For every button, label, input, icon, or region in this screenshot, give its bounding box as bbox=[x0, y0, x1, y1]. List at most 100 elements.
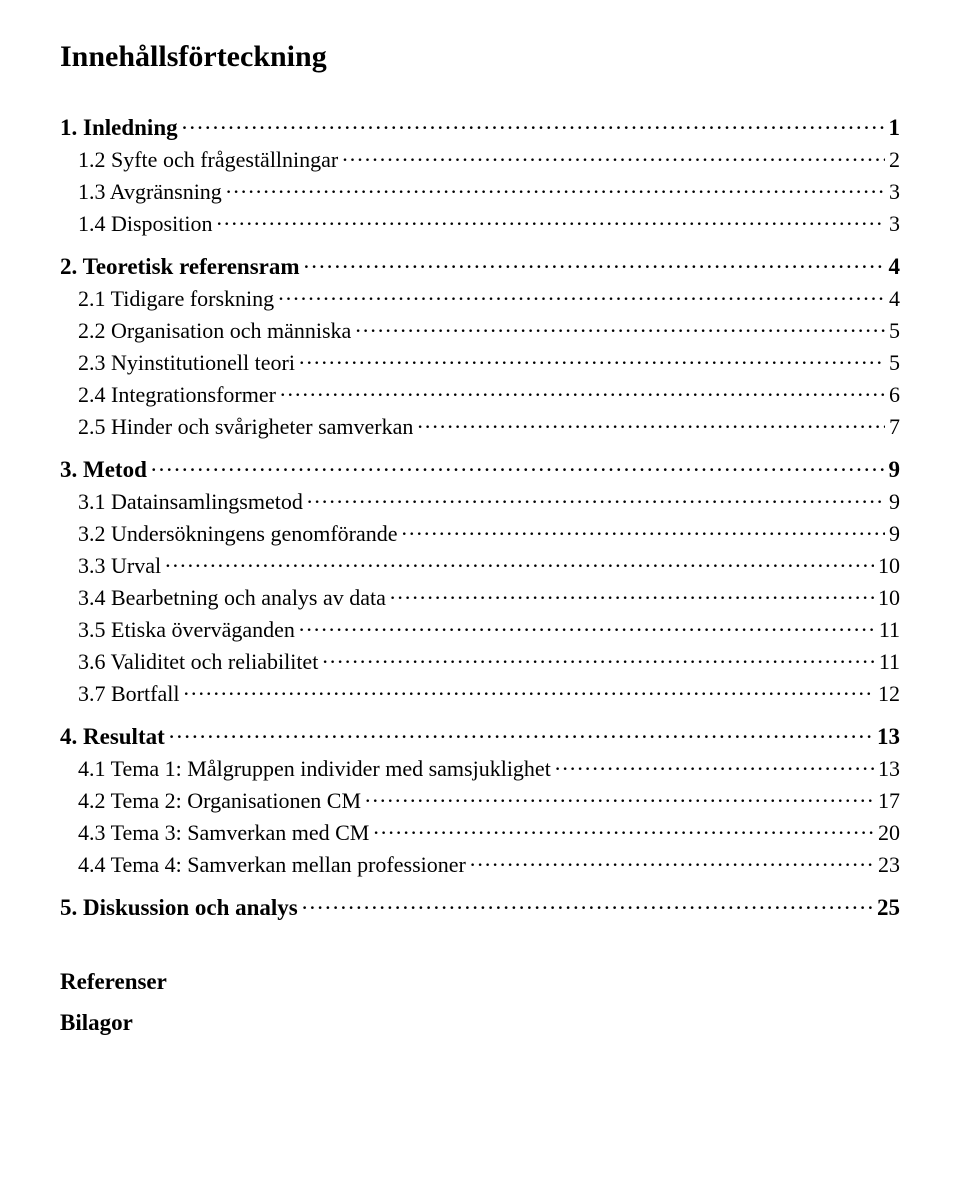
toc-page: 3 bbox=[889, 211, 900, 237]
toc-page: 5 bbox=[889, 318, 900, 344]
toc-entry: 1.4 Disposition 3 bbox=[60, 209, 900, 237]
toc-page: 10 bbox=[878, 553, 900, 579]
toc-page: 23 bbox=[878, 852, 900, 878]
toc-entry: 3.7 Bortfall 12 bbox=[60, 679, 900, 707]
toc-leader bbox=[365, 786, 874, 808]
toc-page: 6 bbox=[889, 382, 900, 408]
toc-label: 3.4 Bearbetning och analys av data bbox=[78, 585, 386, 611]
end-sections: Referenser Bilagor bbox=[60, 961, 900, 1044]
references-heading: Referenser bbox=[60, 961, 900, 1002]
toc-leader bbox=[169, 721, 873, 744]
toc-page: 9 bbox=[889, 489, 900, 515]
toc-label: 3.5 Etiska överväganden bbox=[78, 617, 295, 643]
page-title: Innehållsförteckning bbox=[60, 40, 900, 74]
toc-leader bbox=[299, 615, 875, 637]
toc-page: 4 bbox=[889, 254, 901, 280]
toc-label: 2.4 Integrationsformer bbox=[78, 382, 276, 408]
toc-page: 13 bbox=[878, 756, 900, 782]
toc-entry: 2.2 Organisation och människa 5 bbox=[60, 316, 900, 344]
toc-entry: 4.4 Tema 4: Samverkan mellan professione… bbox=[60, 850, 900, 878]
toc-page: 2 bbox=[889, 147, 900, 173]
toc-entry: 2.5 Hinder och svårigheter samverkan 7 bbox=[60, 412, 900, 440]
toc-leader bbox=[280, 380, 885, 402]
toc-section-3: 3. Metod 9 bbox=[60, 454, 900, 483]
toc-label: 1. Inledning bbox=[60, 115, 178, 141]
toc-page: 1 bbox=[889, 115, 901, 141]
toc-label: 1.3 Avgränsning bbox=[78, 179, 222, 205]
toc-leader bbox=[402, 519, 885, 541]
appendices-heading: Bilagor bbox=[60, 1002, 900, 1043]
toc-section-1: 1. Inledning 1 bbox=[60, 112, 900, 141]
table-of-contents: 1. Inledning 1 1.2 Syfte och frågeställn… bbox=[60, 112, 900, 921]
toc-entry: 3.6 Validitet och reliabilitet 11 bbox=[60, 647, 900, 675]
toc-entry: 3.4 Bearbetning och analys av data 10 bbox=[60, 583, 900, 611]
toc-label: 3.1 Datainsamlingsmetod bbox=[78, 489, 303, 515]
toc-leader bbox=[390, 583, 874, 605]
toc-leader bbox=[226, 177, 885, 199]
toc-page: 17 bbox=[878, 788, 900, 814]
toc-label: 2. Teoretisk referensram bbox=[60, 254, 300, 280]
toc-leader bbox=[183, 679, 874, 701]
toc-entry: 4.1 Tema 1: Målgruppen individer med sam… bbox=[60, 754, 900, 782]
toc-leader bbox=[302, 892, 873, 915]
toc-leader bbox=[165, 551, 874, 573]
toc-label: 2.3 Nyinstitutionell teori bbox=[78, 350, 295, 376]
toc-label: 3.6 Validitet och reliabilitet bbox=[78, 649, 318, 675]
toc-page: 13 bbox=[877, 724, 900, 750]
toc-leader bbox=[216, 209, 885, 231]
toc-label: 4. Resultat bbox=[60, 724, 165, 750]
toc-leader bbox=[417, 412, 885, 434]
toc-section-2: 2. Teoretisk referensram 4 bbox=[60, 251, 900, 280]
toc-section-4: 4. Resultat 13 bbox=[60, 721, 900, 750]
toc-label: 3.2 Undersökningens genomförande bbox=[78, 521, 398, 547]
toc-leader bbox=[182, 112, 885, 135]
toc-entry: 4.3 Tema 3: Samverkan med CM 20 bbox=[60, 818, 900, 846]
toc-label: 1.2 Syfte och frågeställningar bbox=[78, 147, 338, 173]
toc-label: 2.1 Tidigare forskning bbox=[78, 286, 274, 312]
toc-page: 4 bbox=[889, 286, 900, 312]
toc-label: 4.1 Tema 1: Målgruppen individer med sam… bbox=[78, 756, 551, 782]
toc-label: 3. Metod bbox=[60, 457, 147, 483]
toc-page: 11 bbox=[879, 617, 900, 643]
toc-label: 4.2 Tema 2: Organisationen CM bbox=[78, 788, 361, 814]
toc-page: 5 bbox=[889, 350, 900, 376]
toc-page: 25 bbox=[877, 895, 900, 921]
toc-entry: 2.1 Tidigare forskning 4 bbox=[60, 284, 900, 312]
toc-page: 10 bbox=[878, 585, 900, 611]
toc-leader bbox=[322, 647, 874, 669]
toc-leader bbox=[555, 754, 874, 776]
toc-page: 11 bbox=[879, 649, 900, 675]
toc-page: 9 bbox=[889, 521, 900, 547]
toc-page: 7 bbox=[889, 414, 900, 440]
toc-label: 1.4 Disposition bbox=[78, 211, 212, 237]
toc-label: 5. Diskussion och analys bbox=[60, 895, 298, 921]
toc-leader bbox=[470, 850, 874, 872]
toc-section-5: 5. Diskussion och analys 25 bbox=[60, 892, 900, 921]
toc-label: 3.3 Urval bbox=[78, 553, 161, 579]
toc-label: 4.3 Tema 3: Samverkan med CM bbox=[78, 820, 369, 846]
toc-label: 2.2 Organisation och människa bbox=[78, 318, 351, 344]
toc-entry: 4.2 Tema 2: Organisationen CM 17 bbox=[60, 786, 900, 814]
toc-leader bbox=[304, 251, 885, 274]
toc-page: 3 bbox=[889, 179, 900, 205]
toc-page: 9 bbox=[889, 457, 901, 483]
toc-label: 2.5 Hinder och svårigheter samverkan bbox=[78, 414, 413, 440]
toc-entry: 3.2 Undersökningens genomförande 9 bbox=[60, 519, 900, 547]
toc-entry: 1.3 Avgränsning 3 bbox=[60, 177, 900, 205]
toc-leader bbox=[278, 284, 885, 306]
toc-entry: 3.1 Datainsamlingsmetod 9 bbox=[60, 487, 900, 515]
toc-leader bbox=[299, 348, 885, 370]
toc-leader bbox=[355, 316, 885, 338]
toc-entry: 3.5 Etiska överväganden 11 bbox=[60, 615, 900, 643]
toc-page: 12 bbox=[878, 681, 900, 707]
toc-label: 4.4 Tema 4: Samverkan mellan professione… bbox=[78, 852, 466, 878]
toc-entry: 2.3 Nyinstitutionell teori 5 bbox=[60, 348, 900, 376]
toc-leader bbox=[373, 818, 874, 840]
toc-leader bbox=[342, 145, 885, 167]
toc-entry: 3.3 Urval 10 bbox=[60, 551, 900, 579]
toc-leader bbox=[307, 487, 885, 509]
toc-entry: 1.2 Syfte och frågeställningar 2 bbox=[60, 145, 900, 173]
toc-label: 3.7 Bortfall bbox=[78, 681, 179, 707]
toc-entry: 2.4 Integrationsformer 6 bbox=[60, 380, 900, 408]
toc-page: 20 bbox=[878, 820, 900, 846]
